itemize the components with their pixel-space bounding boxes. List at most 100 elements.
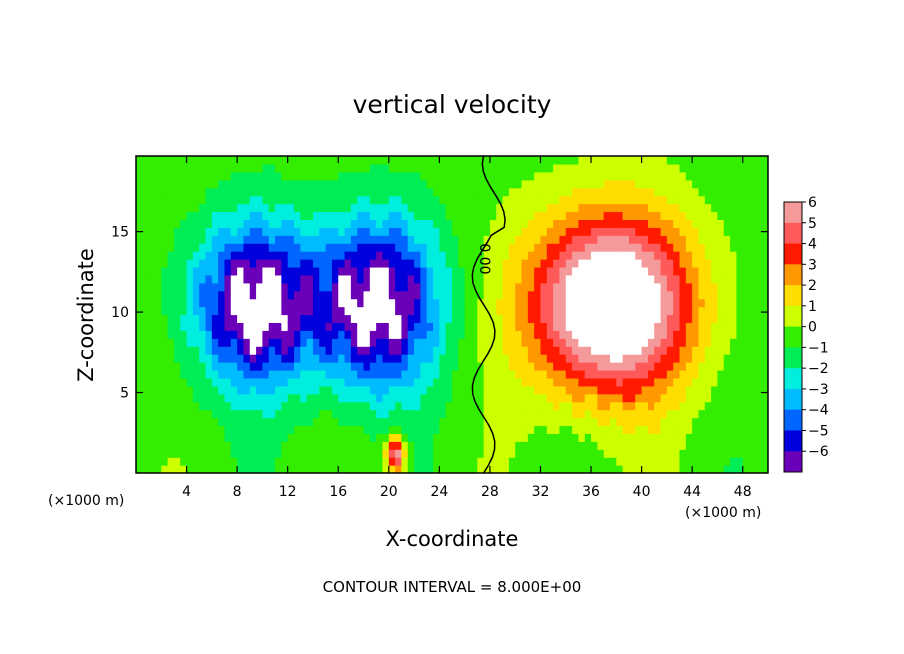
field-cell: [401, 251, 409, 260]
field-cell: [136, 290, 143, 300]
field-cell: [723, 369, 731, 379]
field-cell: [331, 409, 339, 419]
field-cell: [502, 465, 510, 473]
field-cell: [527, 187, 535, 197]
field-cell: [256, 195, 263, 205]
field-cell: [268, 417, 276, 427]
field-cell: [388, 282, 396, 292]
colorbar-tick-label: 5: [808, 216, 817, 232]
field-cell: [515, 163, 523, 173]
field-cell: [287, 417, 295, 427]
field-cell: [433, 274, 440, 284]
field-cell: [205, 195, 213, 205]
field-cell: [230, 417, 238, 427]
field-cell: [401, 362, 409, 371]
field-cell: [433, 354, 440, 363]
field-cell: [464, 401, 472, 411]
field-cell: [692, 156, 700, 165]
field-cell: [161, 163, 169, 173]
field-cell: [338, 385, 346, 395]
field-cell: [692, 163, 700, 173]
field-cell: [173, 171, 181, 181]
field-cell: [572, 433, 579, 442]
field-cell: [749, 219, 756, 228]
field-cell: [704, 314, 712, 324]
field-cell: [325, 385, 333, 395]
field-cell: [262, 441, 270, 450]
field-cell: [268, 449, 276, 458]
field-cell: [414, 417, 421, 427]
field-cell: [515, 385, 523, 395]
field-cell: [540, 433, 548, 442]
field-cell: [730, 179, 737, 189]
field-cell: [704, 211, 712, 220]
field-cell: [452, 409, 459, 419]
field-cell: [344, 377, 352, 387]
field-cell: [382, 187, 390, 197]
field-cell: [635, 362, 643, 371]
field-cell: [698, 322, 706, 331]
field-cell: [597, 306, 605, 316]
field-cell: [401, 377, 409, 387]
field-cell: [439, 457, 447, 466]
field-cell: [489, 163, 497, 173]
field-cell: [565, 322, 573, 331]
field-cell: [578, 243, 586, 252]
field-cell: [508, 322, 516, 331]
field-cell: [761, 274, 768, 284]
field-cell: [319, 187, 327, 197]
field-cell: [572, 441, 579, 450]
field-cell: [622, 259, 630, 268]
field-cell: [180, 243, 188, 252]
field-cell: [628, 187, 636, 197]
field-cell: [730, 290, 737, 300]
field-cell: [692, 298, 700, 308]
field-cell: [388, 401, 396, 411]
field-cell: [344, 171, 352, 181]
field-cell: [489, 251, 497, 260]
field-cell: [237, 425, 245, 434]
field-cell: [414, 457, 421, 466]
field-cell: [205, 401, 213, 411]
field-cell: [186, 377, 194, 387]
field-cell: [610, 163, 617, 173]
field-cell: [730, 187, 737, 197]
field-cell: [666, 465, 674, 473]
field-cell: [369, 449, 377, 458]
field-cell: [319, 179, 327, 189]
field-cell: [363, 282, 371, 292]
field-cell: [553, 306, 561, 316]
field-cell: [186, 330, 194, 339]
field-cell: [489, 377, 497, 387]
field-cell: [546, 219, 554, 228]
field-cell: [281, 211, 289, 220]
field-cell: [723, 171, 731, 181]
field-cell: [426, 354, 434, 363]
field-cell: [452, 354, 459, 363]
field-cell: [180, 377, 188, 387]
field-cell: [610, 219, 617, 228]
field-cell: [312, 243, 320, 252]
field-cell: [414, 306, 421, 316]
field-cell: [578, 385, 586, 395]
field-cell: [382, 179, 390, 189]
field-cell: [388, 369, 396, 379]
field-cell: [742, 274, 750, 284]
field-cell: [616, 393, 624, 403]
field-cell: [711, 433, 719, 442]
field-cell: [685, 433, 693, 442]
field-cell: [401, 354, 409, 363]
field-cell: [641, 306, 649, 316]
field-cell: [603, 449, 611, 458]
field-cell: [287, 393, 295, 403]
field-cell: [515, 346, 523, 355]
field-cell: [698, 369, 706, 379]
field-cell: [483, 449, 491, 458]
field-cell: [445, 290, 453, 300]
field-cell: [376, 235, 384, 244]
field-cell: [603, 195, 611, 205]
field-cell: [711, 441, 719, 450]
field-cell: [262, 274, 270, 284]
field-cell: [616, 425, 624, 434]
field-cell: [616, 417, 624, 427]
